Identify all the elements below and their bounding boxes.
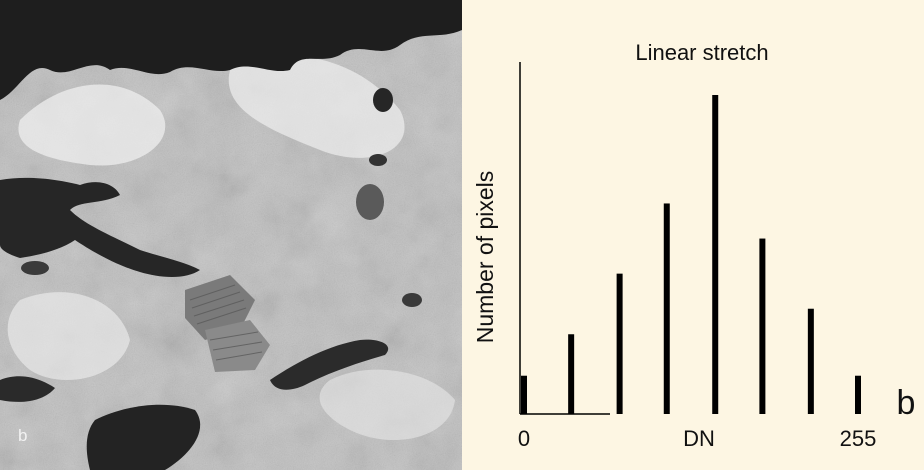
histogram-bar (616, 273, 623, 414)
y-axis-label: Number of pixels (472, 171, 498, 344)
histogram-bar (568, 334, 575, 414)
histogram-chart: Linear stretch Number of pixels 0 255 DN … (472, 40, 916, 451)
satellite-image-panel: b (0, 0, 462, 470)
x-tick-labels: 0 255 (518, 426, 876, 451)
histogram-bar (521, 375, 527, 414)
histogram-bars (521, 95, 861, 414)
satellite-image (0, 0, 462, 470)
histogram-bar (855, 375, 861, 414)
image-panel-label: b (18, 426, 28, 445)
chart-panel-label: b (897, 384, 916, 422)
histogram-panel: Linear stretch Number of pixels 0 255 DN … (462, 0, 924, 470)
chart-title: Linear stretch (635, 40, 768, 65)
histogram-bar (663, 203, 670, 414)
x-axis-label: DN (683, 426, 715, 451)
histogram-bar (712, 95, 719, 414)
histogram-bar (807, 308, 814, 414)
x-tick-label: 0 (518, 426, 530, 451)
histogram-bar (759, 238, 766, 414)
x-tick-label: 255 (840, 426, 877, 451)
